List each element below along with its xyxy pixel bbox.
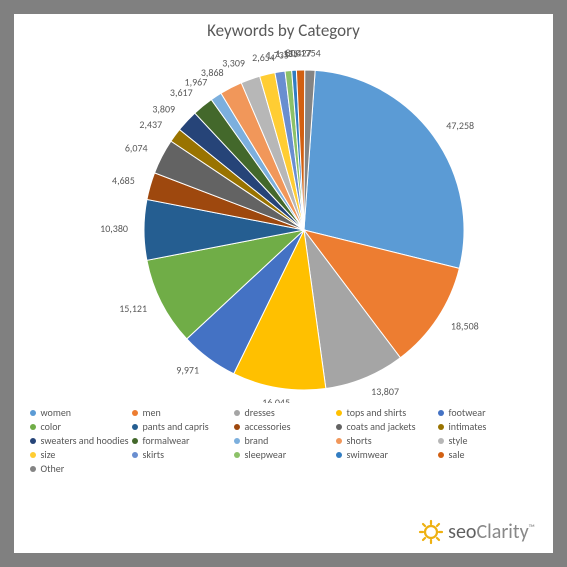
legend-bullet-icon xyxy=(30,410,36,416)
legend-bullet-icon xyxy=(336,438,342,444)
gear-icon xyxy=(418,519,444,545)
legend-item: coats and jackets xyxy=(336,421,438,432)
legend-bullet-icon xyxy=(234,452,240,458)
logo-suffix: Clarity xyxy=(476,520,528,544)
legend-item: men xyxy=(132,407,234,418)
legend-label: sale xyxy=(449,449,465,460)
legend-item: formalwear xyxy=(132,435,234,446)
slice-value-label: 10,380 xyxy=(100,222,128,235)
slice-value-label: 3,809 xyxy=(152,103,175,116)
legend-label: footwear xyxy=(449,407,486,418)
legend-bullet-icon xyxy=(234,410,240,416)
legend-label: coats and jackets xyxy=(347,421,416,432)
legend-item: accessories xyxy=(234,421,336,432)
legend-item: sweaters and hoodies xyxy=(30,435,132,446)
legend-bullet-icon xyxy=(132,410,138,416)
slice-value-label: 15,121 xyxy=(119,302,147,315)
legend-label: intimates xyxy=(449,421,487,432)
legend: women men dresses tops and shirts footwear co… xyxy=(24,403,544,477)
slice-value-label: 6,074 xyxy=(124,142,147,155)
legend-item: tops and shirts xyxy=(336,407,438,418)
legend-bullet-icon xyxy=(336,452,342,458)
legend-bullet-icon xyxy=(234,438,240,444)
chart-title: Keywords by Category xyxy=(207,20,360,41)
slice-value-label: 3,309 xyxy=(222,57,245,70)
legend-label: pants and capris xyxy=(143,421,209,432)
legend-bullet-icon xyxy=(438,452,444,458)
legend-bullet-icon xyxy=(132,452,138,458)
legend-bullet-icon xyxy=(132,438,138,444)
slice-value-label: 4,685 xyxy=(112,174,135,187)
chart-frame: Keywords by Category 47,258 18,508 13,807 1… xyxy=(0,0,567,567)
legend-bullet-icon xyxy=(30,452,36,458)
legend-bullet-icon xyxy=(30,438,36,444)
legend-item: women xyxy=(30,407,132,418)
legend-label: skirts xyxy=(143,449,165,460)
slice-value-label: 47,258 xyxy=(446,119,474,132)
legend-label: swimwear xyxy=(347,449,389,460)
legend-item: style xyxy=(438,435,540,446)
legend-label: women xyxy=(41,407,72,418)
legend-bullet-icon xyxy=(336,424,342,430)
legend-label: shorts xyxy=(347,435,372,446)
legend-item: footwear xyxy=(438,407,540,418)
legend-item: sale xyxy=(438,449,540,460)
brand-logo: seoClarity™ xyxy=(418,519,535,545)
legend-label: Other xyxy=(41,463,65,474)
legend-item: skirts xyxy=(132,449,234,460)
slice-value-label: 13,807 xyxy=(371,385,399,398)
legend-item: size xyxy=(30,449,132,460)
legend-item: pants and capris xyxy=(132,421,234,432)
legend-bullet-icon xyxy=(30,424,36,430)
logo-text: seoClarity™ xyxy=(448,520,535,544)
legend-item: sleepwear xyxy=(234,449,336,460)
legend-item: Other xyxy=(30,463,132,474)
legend-item: brand xyxy=(234,435,336,446)
legend-label: sleepwear xyxy=(245,449,287,460)
legend-label: color xyxy=(41,421,61,432)
legend-item: dresses xyxy=(234,407,336,418)
legend-item: swimwear xyxy=(336,449,438,460)
logo-tm: ™ xyxy=(529,522,535,533)
legend-item: intimates xyxy=(438,421,540,432)
slice-value-label: 18,508 xyxy=(450,319,478,332)
slice-value-label: 1754 xyxy=(300,47,320,60)
slice-value-label: 9,971 xyxy=(176,364,199,377)
legend-bullet-icon xyxy=(132,424,138,430)
pie-svg: 47,258 18,508 13,807 16,045 9,971 15,121 10,38… xyxy=(24,43,544,403)
legend-bullet-icon xyxy=(438,424,444,430)
legend-bullet-icon xyxy=(234,424,240,430)
slice-value-label: 16,045 xyxy=(262,396,290,403)
legend-label: dresses xyxy=(245,407,275,418)
legend-bullet-icon xyxy=(438,410,444,416)
legend-item: color xyxy=(30,421,132,432)
slice-value-label: 3,868 xyxy=(200,66,223,79)
logo-prefix: seo xyxy=(448,520,476,544)
legend-label: size xyxy=(41,449,56,460)
legend-bullet-icon xyxy=(438,438,444,444)
legend-bullet-icon xyxy=(30,466,36,472)
legend-label: style xyxy=(449,435,468,446)
legend-label: accessories xyxy=(245,421,291,432)
legend-label: men xyxy=(143,407,161,418)
legend-label: formalwear xyxy=(143,435,190,446)
pie-chart: 47,258 18,508 13,807 16,045 9,971 15,121 10,38… xyxy=(24,43,544,403)
legend-label: sweaters and hoodies xyxy=(41,435,129,446)
legend-label: brand xyxy=(245,435,269,446)
legend-label: tops and shirts xyxy=(347,407,407,418)
legend-bullet-icon xyxy=(336,410,342,416)
legend-item: shorts xyxy=(336,435,438,446)
slice-value-label: 2,437 xyxy=(139,118,162,131)
